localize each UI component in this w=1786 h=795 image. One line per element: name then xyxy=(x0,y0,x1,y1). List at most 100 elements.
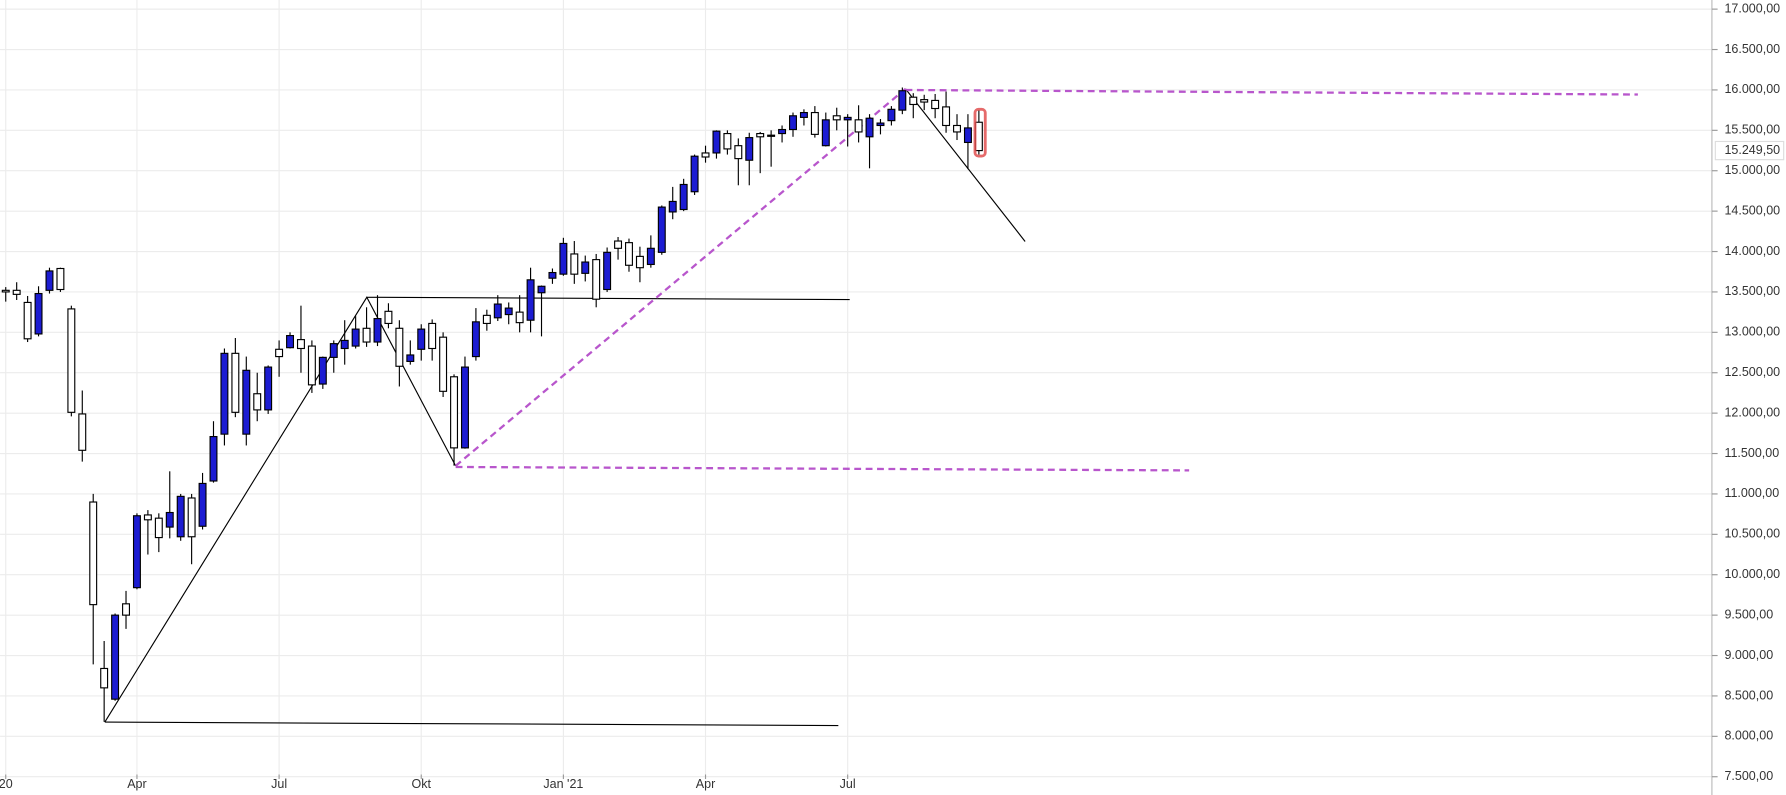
y-tick-label: 11.000,00 xyxy=(1724,486,1779,500)
candle-body xyxy=(34,292,43,335)
y-tick-label: 16.000,00 xyxy=(1724,82,1780,96)
candle-body xyxy=(12,289,21,295)
candle-body xyxy=(745,137,754,161)
candle-body xyxy=(362,327,371,343)
candle-body xyxy=(909,96,918,106)
y-tick-label: 10.000,00 xyxy=(1724,567,1780,581)
candle-body xyxy=(231,352,240,413)
candle-body xyxy=(854,119,863,133)
resistance-line xyxy=(366,296,850,301)
y-tick-label: 8.000,00 xyxy=(1724,729,1773,743)
candle-body xyxy=(778,128,787,135)
candle-body xyxy=(406,354,415,362)
candle-body xyxy=(537,285,546,294)
y-tick-label: 9.000,00 xyxy=(1724,648,1773,662)
dashed-level-line xyxy=(905,88,1638,96)
candle-body xyxy=(220,352,229,435)
candle-body xyxy=(351,328,360,347)
y-tick-label: 12.000,00 xyxy=(1724,405,1780,419)
candle-body xyxy=(931,99,940,110)
candle-body xyxy=(253,393,262,411)
candle-body xyxy=(318,356,327,385)
candle-body xyxy=(471,321,480,358)
candle-body xyxy=(482,314,491,325)
candle-body xyxy=(417,328,426,350)
candle-body xyxy=(275,348,284,358)
candle-body xyxy=(242,369,251,435)
candle-body xyxy=(78,413,87,451)
candle-body xyxy=(712,130,721,154)
candle-body xyxy=(756,132,765,138)
candle-body xyxy=(810,111,819,135)
candle-body xyxy=(187,497,196,538)
y-tick-label: 15.500,00 xyxy=(1724,123,1780,137)
candle-body xyxy=(701,152,710,158)
y-tick-label: 8.500,00 xyxy=(1724,688,1773,702)
candle-body xyxy=(329,343,338,358)
candle-body xyxy=(56,267,65,291)
candle-body xyxy=(887,108,896,122)
x-tick-label: Jul xyxy=(840,777,856,791)
candle-body xyxy=(865,117,874,138)
candle-body xyxy=(307,345,316,386)
x-tick-label: Apr xyxy=(127,777,146,791)
y-tick-label: 10.500,00 xyxy=(1724,527,1780,541)
y-axis: 7.500,00 8.000,00 8.500,00 9.000,00 9.500,00… xyxy=(1711,0,1785,795)
trend-line xyxy=(905,88,1026,242)
candle-body xyxy=(559,242,568,275)
candle-body xyxy=(45,270,54,291)
candle-body xyxy=(340,339,349,350)
x-tick-label: 20 xyxy=(0,777,13,791)
x-tick-label: Jul xyxy=(271,777,287,791)
y-tick-label: 11.500,00 xyxy=(1724,446,1779,460)
candle-body xyxy=(592,259,601,300)
candle-body xyxy=(100,667,109,689)
grid: 20 Apr Jul Okt Jan '21 Apr Jul xyxy=(0,0,1712,791)
candle-body xyxy=(122,603,131,616)
candle-body xyxy=(668,200,677,213)
last-price-label: 15.249,50 xyxy=(1724,143,1780,157)
candle-body xyxy=(723,132,732,150)
candle-body xyxy=(603,251,612,291)
candle-body xyxy=(625,242,633,266)
support-line xyxy=(104,721,839,727)
candle-body xyxy=(789,115,797,131)
candle-body xyxy=(942,106,951,127)
highlight xyxy=(973,107,987,158)
x-tick-label: Jan '21 xyxy=(543,777,583,791)
dashed-trend-line xyxy=(454,87,907,467)
candle-body xyxy=(176,495,185,538)
y-tick-label: 9.500,00 xyxy=(1724,607,1773,621)
y-tick-label: 16.500,00 xyxy=(1724,42,1780,56)
last-price-box xyxy=(1714,140,1785,161)
x-tick-label: Okt xyxy=(411,777,431,791)
candle-body xyxy=(974,121,983,152)
y-tick-label: 14.500,00 xyxy=(1724,203,1780,217)
candle-body xyxy=(657,206,666,253)
candle-body xyxy=(67,308,76,413)
candle-body xyxy=(548,271,557,279)
candle-body xyxy=(953,124,961,133)
candles xyxy=(1,87,983,722)
candle-body xyxy=(264,366,273,411)
candle-body xyxy=(154,517,163,539)
candle-body xyxy=(646,247,655,266)
candle-body xyxy=(581,261,590,274)
candle-body xyxy=(373,318,382,343)
candle-body xyxy=(920,99,929,103)
candle-body xyxy=(450,376,459,449)
candle-body xyxy=(460,366,469,449)
candle-body xyxy=(198,482,207,527)
candle-body xyxy=(504,307,513,316)
candle-body xyxy=(767,134,776,137)
candle-body xyxy=(635,255,644,269)
candle-body xyxy=(286,334,295,349)
candle-body xyxy=(515,311,524,324)
candle-body xyxy=(209,435,218,482)
dashed-level-line xyxy=(455,465,1190,472)
candle-body xyxy=(821,119,830,147)
candle-body xyxy=(439,336,448,392)
y-tick-label: 15.000,00 xyxy=(1724,163,1780,177)
candle-body xyxy=(132,515,141,589)
